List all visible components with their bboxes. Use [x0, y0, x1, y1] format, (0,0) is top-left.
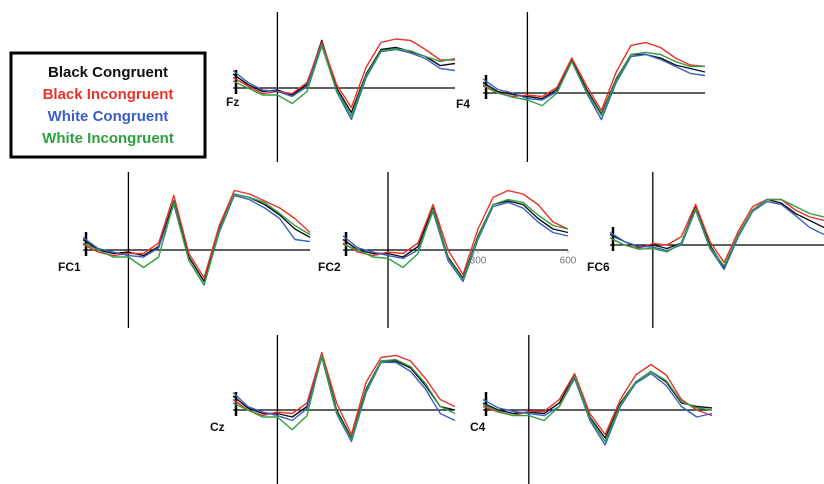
legend-box	[9, 51, 207, 159]
electrode-label: Cz	[210, 420, 225, 434]
waveform	[232, 356, 456, 443]
waveform	[232, 38, 455, 109]
waveform	[342, 198, 569, 281]
legend-entry: White Congruent	[48, 108, 169, 125]
waveform	[232, 351, 456, 436]
x-tick-label: 300	[470, 256, 487, 267]
waveform	[82, 193, 311, 283]
waveform	[342, 201, 569, 283]
waveform	[482, 51, 705, 117]
legend-entry: Black Congruent	[48, 64, 168, 81]
waveform	[609, 198, 824, 267]
electrode-label: C4	[470, 420, 486, 434]
waveform	[482, 372, 713, 446]
waveform	[482, 363, 713, 436]
waveform	[232, 45, 456, 117]
waveform	[609, 198, 824, 264]
waveform	[482, 370, 713, 439]
waveform	[482, 53, 706, 121]
waveform	[609, 200, 824, 271]
electrode-label: FC2	[318, 260, 341, 274]
legend-entry: Black Incongruent	[43, 86, 174, 103]
electrode-label: FC6	[587, 260, 610, 274]
legend-entry: White Incongruent	[42, 130, 174, 147]
waveform	[482, 41, 706, 112]
waveform	[232, 43, 456, 121]
waveform	[82, 189, 311, 279]
waveform	[482, 370, 713, 443]
waveform	[82, 193, 311, 286]
electrode-label: FC1	[58, 260, 81, 274]
x-tick-label: 600	[560, 256, 577, 267]
waveform	[342, 189, 569, 276]
electrode-label: F4	[456, 97, 470, 111]
electrode-label: Fz	[226, 95, 239, 109]
waveform	[232, 354, 456, 441]
